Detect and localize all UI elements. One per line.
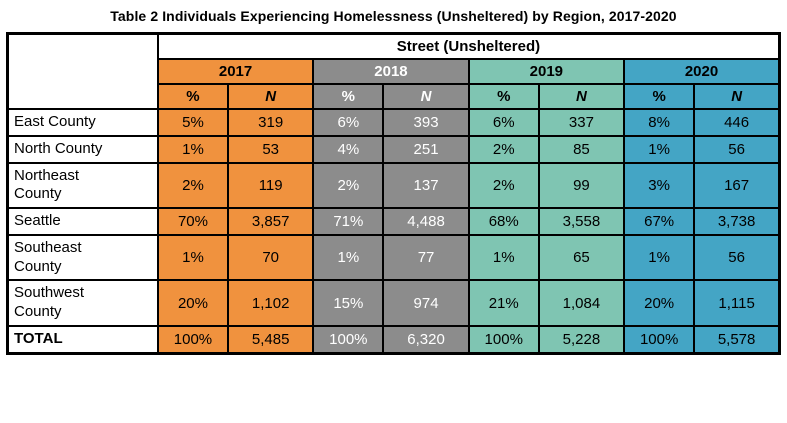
sub-header-n-2018: N	[382, 83, 470, 110]
sub-header-percent-2018: %	[312, 83, 385, 110]
table-title: Table 2 Individuals Experiencing Homeles…	[110, 8, 677, 24]
data-cell: 67%	[623, 207, 696, 236]
region-label: Southwest County	[6, 279, 159, 327]
header-row-years: 2017 2018 2019 2020	[8, 58, 781, 85]
data-cell: 3,857	[227, 207, 315, 236]
data-cell: 15%	[312, 279, 385, 327]
data-cell: 1%	[156, 233, 230, 282]
data-cell: 56	[693, 134, 781, 164]
table-row: Seattle 70% 3,857 71% 4,488 68% 3,558 67…	[6, 207, 781, 236]
data-cell: 2%	[156, 161, 230, 209]
table-row-total: TOTAL 100% 5,485 100% 6,320 100% 5,228 1…	[6, 324, 781, 355]
data-cell: 100%	[467, 324, 540, 355]
data-cell: 6,320	[382, 324, 470, 355]
data-cell: 1%	[156, 134, 230, 164]
data-cell: 3,558	[537, 207, 626, 236]
data-cell: 1%	[312, 233, 385, 282]
sub-header-percent-2020: %	[623, 83, 696, 110]
data-cell: 5,578	[693, 324, 781, 355]
data-cell: 20%	[623, 279, 696, 327]
data-cell: 6%	[312, 108, 385, 137]
region-label: North County	[6, 134, 159, 164]
region-label: Southeast County	[6, 233, 159, 282]
table-row: Southeast County 1% 70 1% 77 1% 65 1% 56	[6, 233, 781, 282]
sub-header-n-2020: N	[693, 83, 781, 110]
sub-header-percent-2019: %	[467, 83, 540, 110]
data-cell: 77	[382, 233, 470, 282]
corner-cell	[6, 32, 159, 110]
data-cell: 85	[537, 134, 626, 164]
data-cell: 71%	[312, 207, 385, 236]
data-cell: 337	[537, 108, 626, 137]
data-cell: 5,485	[227, 324, 315, 355]
data-cell: 319	[227, 108, 315, 137]
data-cell: 70%	[156, 207, 230, 236]
data-cell: 53	[227, 134, 315, 164]
data-cell: 70	[227, 233, 315, 282]
main-header-cell: Street (Unsheltered)	[156, 32, 781, 60]
data-cell: 167	[693, 161, 781, 209]
table-row: East County 5% 319 6% 393 6% 337 8% 446	[6, 108, 781, 137]
header-row-sub: % N % N % N % N	[8, 83, 781, 110]
data-cell: 2%	[312, 161, 385, 209]
data-cell: 3,738	[693, 207, 781, 236]
data-cell: 20%	[156, 279, 230, 327]
header-row-main: Street (Unsheltered)	[6, 32, 781, 110]
data-cell: 974	[382, 279, 470, 327]
data-cell: 251	[382, 134, 470, 164]
data-cell: 393	[382, 108, 470, 137]
sub-header-n-2017: N	[227, 83, 315, 110]
table-row: Southwest County 20% 1,102 15% 974 21% 1…	[6, 279, 781, 327]
data-cell: 1,084	[537, 279, 626, 327]
data-cell: 5,228	[537, 324, 626, 355]
table-row: Northeast County 2% 119 2% 137 2% 99 3% …	[6, 161, 781, 209]
data-cell: 65	[537, 233, 626, 282]
data-cell: 56	[693, 233, 781, 282]
data-cell: 4%	[312, 134, 385, 164]
data-cell: 100%	[312, 324, 385, 355]
year-header-2017: 2017	[156, 58, 315, 85]
region-label: Seattle	[6, 207, 159, 236]
region-label: East County	[6, 108, 159, 137]
data-cell: 5%	[156, 108, 230, 137]
year-header-2020: 2020	[623, 58, 781, 85]
data-cell: 4,488	[382, 207, 470, 236]
data-cell: 3%	[623, 161, 696, 209]
data-cell: 100%	[156, 324, 230, 355]
data-cell: 8%	[623, 108, 696, 137]
data-cell: 1,115	[693, 279, 781, 327]
homelessness-table: Street (Unsheltered) 2017 2018 2019 2020…	[6, 32, 781, 355]
data-cell: 2%	[467, 161, 540, 209]
year-header-2019: 2019	[467, 58, 626, 85]
data-cell: 1%	[467, 233, 540, 282]
data-cell: 100%	[623, 324, 696, 355]
data-cell: 137	[382, 161, 470, 209]
region-label-total: TOTAL	[6, 324, 159, 355]
table-row: North County 1% 53 4% 251 2% 85 1% 56	[6, 134, 781, 164]
region-label: Northeast County	[6, 161, 159, 209]
data-cell: 1%	[623, 134, 696, 164]
data-cell: 6%	[467, 108, 540, 137]
year-header-2018: 2018	[312, 58, 470, 85]
data-cell: 68%	[467, 207, 540, 236]
data-cell: 2%	[467, 134, 540, 164]
sub-header-n-2019: N	[537, 83, 626, 110]
data-cell: 21%	[467, 279, 540, 327]
sub-header-percent-2017: %	[156, 83, 230, 110]
data-cell: 1,102	[227, 279, 315, 327]
data-cell: 99	[537, 161, 626, 209]
data-cell: 446	[693, 108, 781, 137]
data-cell: 119	[227, 161, 315, 209]
data-cell: 1%	[623, 233, 696, 282]
